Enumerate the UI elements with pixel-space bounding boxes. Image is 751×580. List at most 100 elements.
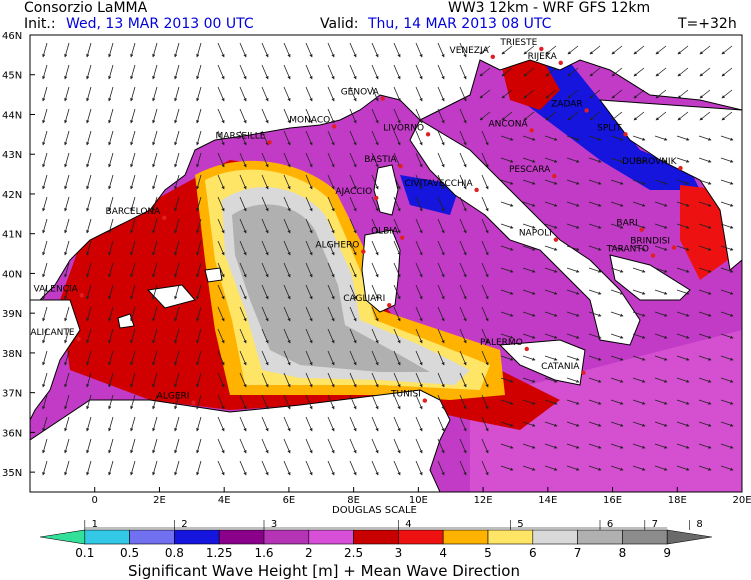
- wave-arrow: [676, 443, 690, 449]
- wave-arrow: [283, 174, 291, 190]
- wave-arrow: [720, 311, 734, 317]
- wave-arrow: [108, 438, 114, 454]
- wave-arrow: [610, 201, 624, 207]
- wave-arrow: [261, 108, 269, 124]
- wave-arrow: [152, 86, 158, 102]
- wave-arrow: [174, 42, 180, 58]
- wave-arrow: [371, 394, 379, 410]
- wave-arrow: [239, 372, 247, 388]
- wave-arrow: [217, 86, 225, 102]
- colorbar-value: 0.1: [75, 546, 94, 560]
- city-marker: [425, 132, 431, 137]
- colorbar-value: 6: [529, 546, 537, 560]
- wave-arrow: [196, 196, 202, 212]
- wave-arrow: [676, 333, 690, 339]
- wave-arrow: [239, 394, 247, 410]
- wave-arrow: [654, 333, 668, 339]
- wave-arrow: [239, 460, 247, 476]
- wave-arrow: [500, 465, 514, 471]
- wave-arrow: [676, 245, 690, 251]
- city-marker: [639, 227, 644, 232]
- wave-arrow: [130, 306, 136, 322]
- wave-arrow: [481, 240, 489, 256]
- wave-arrow: [305, 394, 313, 410]
- wave-arrow: [261, 218, 269, 234]
- wave-arrow: [720, 135, 734, 141]
- wave-arrow: [108, 394, 114, 410]
- wave-arrow: [699, 45, 711, 55]
- city-label: CATANIA: [541, 362, 580, 372]
- wave-arrow: [174, 152, 180, 168]
- wave-arrow: [654, 245, 668, 251]
- wave-arrow: [566, 157, 580, 163]
- city-label: NAPOLI: [519, 229, 552, 239]
- wave-arrow: [261, 174, 269, 190]
- wave-arrow: [544, 465, 558, 471]
- lon-label: 14E: [538, 495, 557, 506]
- wave-arrow: [130, 174, 136, 190]
- wave-arrow: [500, 443, 514, 449]
- wave-arrow: [327, 174, 335, 190]
- wave-arrow: [610, 421, 624, 427]
- wave-arrow: [523, 89, 535, 99]
- wave-arrow: [130, 460, 136, 476]
- wave-arrow: [393, 42, 401, 58]
- wave-arrow: [130, 416, 136, 432]
- wave-arrow: [42, 218, 48, 234]
- colorbar-swatch: [442, 529, 489, 545]
- wave-arrow: [588, 311, 602, 317]
- org-title: Consorzio LaMMA: [24, 0, 148, 16]
- wave-arrow: [64, 306, 70, 322]
- wave-arrow: [459, 350, 467, 366]
- wave-arrow: [371, 86, 379, 102]
- douglas-scale-title: DOUGLAS SCALE: [332, 505, 417, 516]
- wave-arrow: [437, 42, 445, 58]
- city-label: DUBROVNIK: [622, 157, 677, 167]
- wave-arrow: [261, 152, 269, 168]
- wave-arrow: [64, 86, 70, 102]
- wave-arrow: [437, 306, 445, 322]
- wave-arrow: [698, 245, 712, 251]
- wave-arrow: [611, 111, 623, 121]
- wave-arrow: [632, 311, 646, 317]
- wave-arrow: [544, 289, 558, 295]
- wave-arrow: [371, 152, 379, 168]
- wave-arrow: [327, 152, 335, 168]
- wave-arrow: [174, 262, 180, 278]
- wave-arrow: [720, 245, 734, 251]
- wave-arrow: [305, 152, 313, 168]
- city-layer: TRIESTE VENEZIA RIJEKA GENOVA MONACO MARSEILL…: [30, 38, 683, 405]
- colorbar-value: 8: [619, 546, 627, 560]
- wave-arrow: [349, 394, 357, 410]
- wave-arrow: [152, 196, 158, 212]
- wave-arrow: [544, 377, 558, 383]
- lat-label: 35N: [2, 468, 22, 479]
- wave-arrow: [239, 174, 247, 190]
- wave-arrow: [196, 416, 202, 432]
- wave-arrow: [522, 223, 536, 229]
- wave-arrow: [152, 108, 158, 124]
- wave-arrow: [108, 64, 114, 80]
- colorbar-swatch: [263, 529, 310, 545]
- wave-arrow: [544, 179, 558, 185]
- city-label: AJACCIO: [335, 187, 372, 197]
- wave-arrow: [196, 262, 202, 278]
- wave-arrow: [86, 240, 92, 256]
- wave-arrow: [86, 152, 92, 168]
- wave-arrow: [108, 108, 114, 124]
- wave-arrow: [500, 267, 514, 273]
- wave-arrow: [481, 394, 489, 410]
- wave-arrow: [196, 438, 202, 454]
- wave-arrow: [610, 333, 624, 339]
- wave-arrow: [632, 179, 646, 185]
- wave-arrow: [588, 179, 602, 185]
- wave-arrow: [720, 465, 734, 471]
- wave-arrow: [86, 460, 92, 476]
- wave-arrow: [261, 438, 269, 454]
- wave-arrow: [196, 372, 202, 388]
- wave-arrow: [283, 328, 291, 344]
- wave-arrow: [459, 416, 467, 432]
- colorbar-value: 2.5: [344, 546, 363, 560]
- wave-arrow: [393, 108, 401, 124]
- wave-arrow: [654, 311, 668, 317]
